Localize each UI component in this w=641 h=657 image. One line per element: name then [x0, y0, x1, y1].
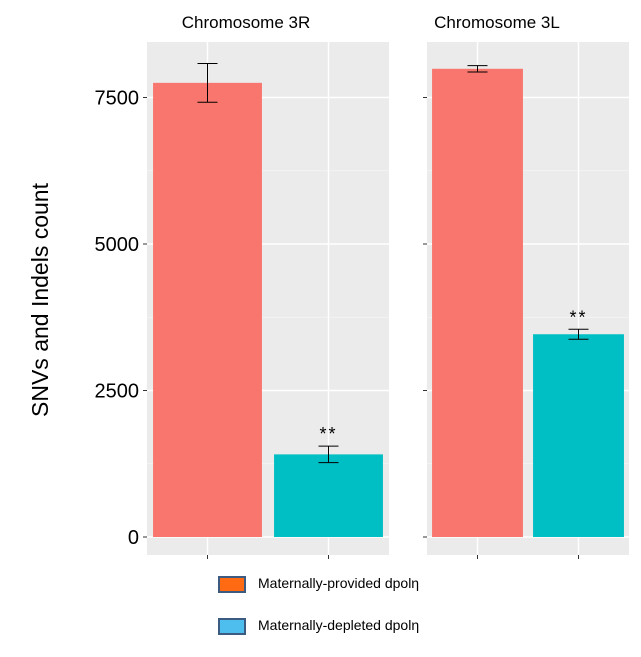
panel-title-0: Chromosome 3R	[182, 13, 311, 32]
y-tick-label: 0	[128, 527, 139, 549]
bar-0-1	[274, 454, 383, 537]
legend-swatch-provided	[218, 576, 246, 593]
bar-1-0	[432, 68, 523, 537]
y-tick-label: 7500	[95, 88, 140, 110]
bar-1-1	[533, 334, 624, 537]
bar-chart: SNVs and Indels count Chromosome 3R 0 2500 5…	[27, 13, 629, 559]
y-axis-label: SNVs and Indels count	[27, 182, 53, 417]
legend-label-depleted: Maternally-depleted dpolη	[258, 617, 420, 633]
significance-label: **	[319, 424, 337, 444]
panel-0: Chromosome 3R 0 2500 5000 7500 **	[95, 13, 389, 559]
panel-title-1: Chromosome 3L	[434, 13, 560, 32]
legend-label-provided: Maternally-provided dpolη	[258, 575, 420, 591]
y-tick-label: 2500	[95, 381, 140, 403]
y-tick-label: 5000	[95, 234, 140, 256]
legend-swatch-depleted	[218, 618, 246, 635]
bar-0-0	[153, 82, 262, 537]
panel-1: Chromosome 3L **	[423, 13, 629, 559]
significance-label: **	[569, 307, 587, 327]
